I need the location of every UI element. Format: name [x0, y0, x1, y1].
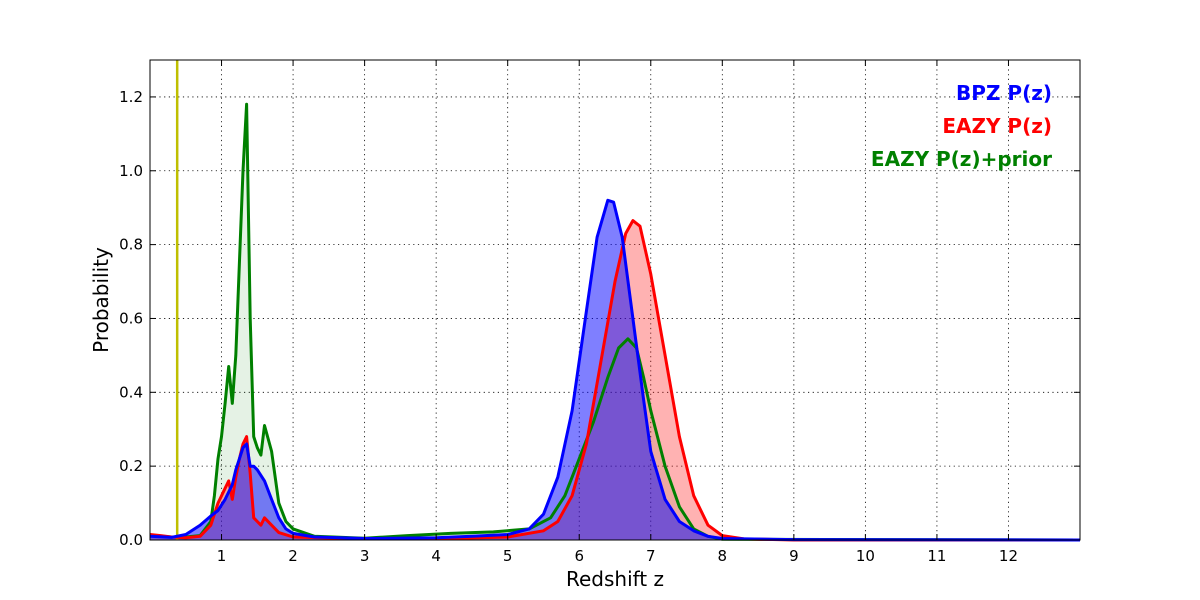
axis-ticks — [150, 60, 1080, 541]
y-tick-label-2: 0.4 — [119, 383, 143, 401]
x-tick-label-5: 6 — [574, 547, 584, 565]
x-axis-label: Redshift z — [566, 567, 664, 591]
series-area-2 — [150, 200, 1080, 541]
legend: BPZ P(z) EAZY P(z) EAZY P(z)+prior — [871, 81, 1052, 171]
y-tick-label-4: 0.8 — [119, 236, 143, 254]
x-tick-label-0: 1 — [217, 547, 227, 565]
x-tick-label-10: 11 — [927, 547, 946, 565]
x-tick-label-7: 8 — [718, 547, 728, 565]
x-tick-label-1: 2 — [288, 547, 298, 565]
x-tick-label-2: 3 — [360, 547, 370, 565]
legend-entry-0: BPZ P(z) — [956, 81, 1052, 105]
x-tick-label-6: 7 — [646, 547, 656, 565]
y-tick-label-0: 0.0 — [119, 531, 143, 549]
x-tick-label-3: 4 — [431, 547, 441, 565]
series-line-2 — [149, 198, 1081, 542]
legend-entry-2: EAZY P(z)+prior — [871, 147, 1052, 171]
series-areas — [150, 104, 1080, 541]
x-tick-label-11: 12 — [999, 547, 1018, 565]
y-axis-label: Probability — [89, 247, 113, 353]
plot-frame — [149, 59, 1081, 541]
y-tick-label-1: 0.2 — [119, 457, 143, 475]
tick-labels: 1 2 3 4 5 6 7 8 9 10 11 120.00.20.40.60.81.01.2 — [119, 88, 1018, 565]
x-tick-label-8: 9 — [789, 547, 799, 565]
y-tick-label-5: 1.0 — [119, 162, 143, 180]
y-tick-label-3: 0.6 — [119, 309, 143, 327]
y-tick-label-6: 1.2 — [119, 88, 143, 106]
grid — [150, 60, 1080, 541]
x-tick-label-4: 5 — [503, 547, 513, 565]
x-tick-label-9: 10 — [856, 547, 875, 565]
legend-entry-1: EAZY P(z) — [942, 114, 1052, 138]
